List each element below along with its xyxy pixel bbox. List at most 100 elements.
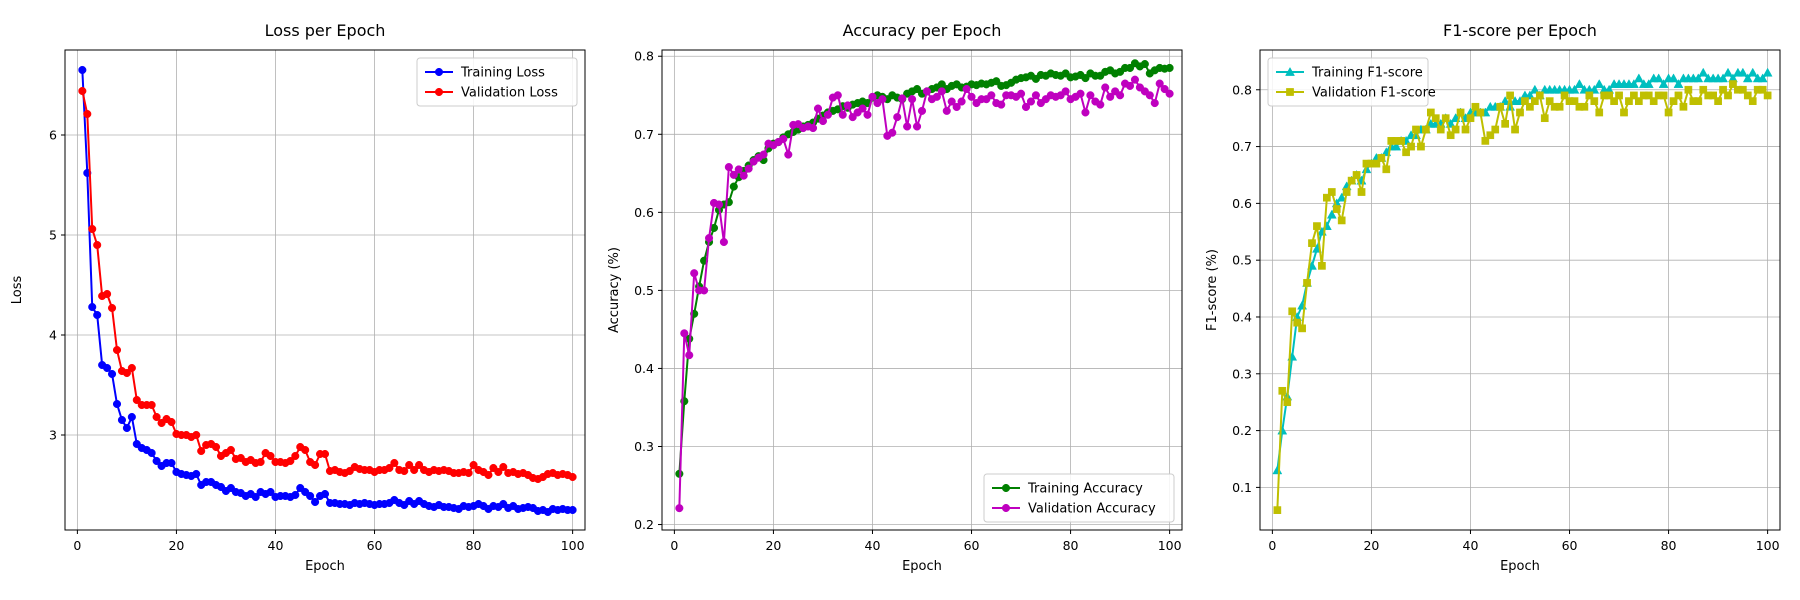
training-f1-score-point — [1673, 79, 1684, 88]
validation-loss-legend-marker — [434, 87, 444, 97]
chart-title: F1-score per Epoch — [1443, 21, 1597, 40]
validation-accuracy-point — [908, 95, 917, 104]
training-loss-point — [320, 489, 330, 499]
validation-loss-point — [266, 451, 275, 461]
y-tick-label: 0.6 — [1232, 196, 1252, 211]
training-loss-point — [112, 399, 122, 409]
training-f1-score-point — [1742, 73, 1753, 83]
validation-loss-point — [83, 109, 92, 119]
validation-accuracy-point — [863, 110, 872, 119]
validation-f1-score-point — [1337, 216, 1346, 225]
validation-accuracy-point — [922, 87, 932, 96]
validation-f1-score-point — [1476, 108, 1485, 117]
training-accuracy-point — [1165, 63, 1174, 73]
validation-accuracy-point — [680, 329, 689, 338]
validation-f1-score-point — [1273, 506, 1282, 514]
validation-accuracy-point — [1061, 87, 1070, 96]
validation-f1-score-point — [1283, 398, 1292, 407]
training-loss-point — [93, 310, 102, 320]
validation-f1-score-point — [1318, 262, 1326, 270]
chart-title: Loss per Epoch — [265, 21, 386, 40]
training-f1-score-point — [1272, 465, 1283, 475]
validation-f1-score-point — [1496, 102, 1505, 111]
validation-loss-point — [147, 400, 156, 410]
training-loss-point — [147, 448, 156, 458]
training-f1-score-point — [1529, 84, 1540, 94]
legend-label: Training Accuracy — [1027, 482, 1143, 497]
validation-f1-score-point — [1298, 324, 1306, 333]
validation-accuracy-point — [957, 97, 966, 106]
training-f1-score-point — [1653, 73, 1664, 83]
x-tick-label: 0 — [73, 538, 81, 553]
validation-accuracy-point — [917, 106, 927, 115]
validation-f1-score-point — [1635, 97, 1643, 105]
validation-accuracy-point — [967, 92, 976, 101]
validation-f1-score-point — [1729, 80, 1737, 88]
legend-box — [1267, 57, 1429, 107]
training-f1-score-point — [1723, 67, 1733, 77]
y-tick-label: 0.3 — [1232, 366, 1252, 381]
validation-accuracy-point — [952, 102, 961, 112]
validation-accuracy-point — [848, 113, 857, 122]
validation-loss-point — [256, 457, 265, 467]
validation-f1-score-point — [1451, 125, 1460, 134]
legend: Training Accuracy Validation Accuracy — [983, 473, 1175, 523]
validation-loss-point — [320, 449, 330, 459]
validation-f1-score-point — [1293, 318, 1301, 327]
training-f1-score-point — [1500, 96, 1511, 105]
validation-f1-score-point — [1694, 97, 1703, 105]
validation-loss-point — [469, 460, 478, 470]
legend: Training F1-score Validation F1-score — [1267, 57, 1436, 107]
training-f1-score-point — [1668, 73, 1679, 83]
chart-panel: 0 20 40 60 80 100 3 4 5 6 Loss per Epoch Epoch Loss T… — [10, 21, 586, 574]
y-tick-label: 0.3 — [634, 439, 654, 454]
validation-accuracy-point — [1155, 79, 1164, 88]
validation-loss-point — [400, 466, 409, 476]
training-loss-line — [81, 69, 573, 514]
validation-f1-score-point — [1461, 125, 1470, 134]
training-loss-legend-marker — [434, 67, 444, 77]
validation-accuracy-point — [987, 91, 996, 100]
validation-accuracy-point — [1130, 75, 1140, 84]
validation-f1-score-point — [1709, 91, 1717, 100]
validation-f1-score-point — [1441, 114, 1450, 123]
validation-accuracy-point — [1160, 84, 1169, 94]
validation-f1-score-point — [1560, 91, 1569, 100]
y-tick-label: 0.7 — [1232, 139, 1252, 154]
validation-loss-point — [286, 456, 295, 466]
validation-loss-point — [410, 465, 419, 475]
validation-accuracy-legend-marker — [1001, 503, 1011, 513]
legend-label: Training Loss — [460, 66, 545, 81]
validation-f1-score-point — [1649, 97, 1658, 105]
training-accuracy-point — [1081, 74, 1090, 83]
validation-f1-score-point — [1699, 85, 1708, 94]
validation-accuracy-point — [912, 122, 922, 131]
legend-label: Training F1-score — [1311, 66, 1423, 81]
validation-accuracy-point — [759, 150, 768, 159]
validation-loss-point — [122, 368, 131, 378]
validation-f1-score-point — [1357, 188, 1366, 196]
legend-label: Validation Loss — [461, 86, 558, 101]
validation-f1-score-point — [1748, 97, 1757, 105]
validation-loss-point — [494, 467, 503, 477]
validation-f1-score-legend-marker — [1286, 88, 1294, 96]
y-tick-label: 6 — [49, 128, 57, 143]
validation-f1-score-point — [1347, 176, 1356, 185]
validation-f1-score-point — [1620, 108, 1628, 117]
validation-accuracy-point — [813, 104, 823, 113]
training-f1-score-point — [1747, 67, 1758, 77]
validation-accuracy-point — [1081, 108, 1090, 117]
validation-accuracy-point — [784, 150, 793, 159]
validation-accuracy-point — [858, 104, 867, 113]
validation-accuracy-point — [1145, 91, 1154, 100]
validation-f1-score-point — [1471, 102, 1480, 111]
series-group — [78, 65, 577, 517]
x-tick-label: 80 — [1661, 538, 1677, 553]
validation-accuracy-line — [678, 77, 1171, 509]
validation-loss-point — [568, 472, 577, 482]
x-tick-label: 60 — [367, 538, 383, 553]
validation-f1-score-point — [1664, 108, 1673, 117]
validation-loss-point — [152, 412, 161, 422]
training-loss-point — [117, 415, 127, 425]
